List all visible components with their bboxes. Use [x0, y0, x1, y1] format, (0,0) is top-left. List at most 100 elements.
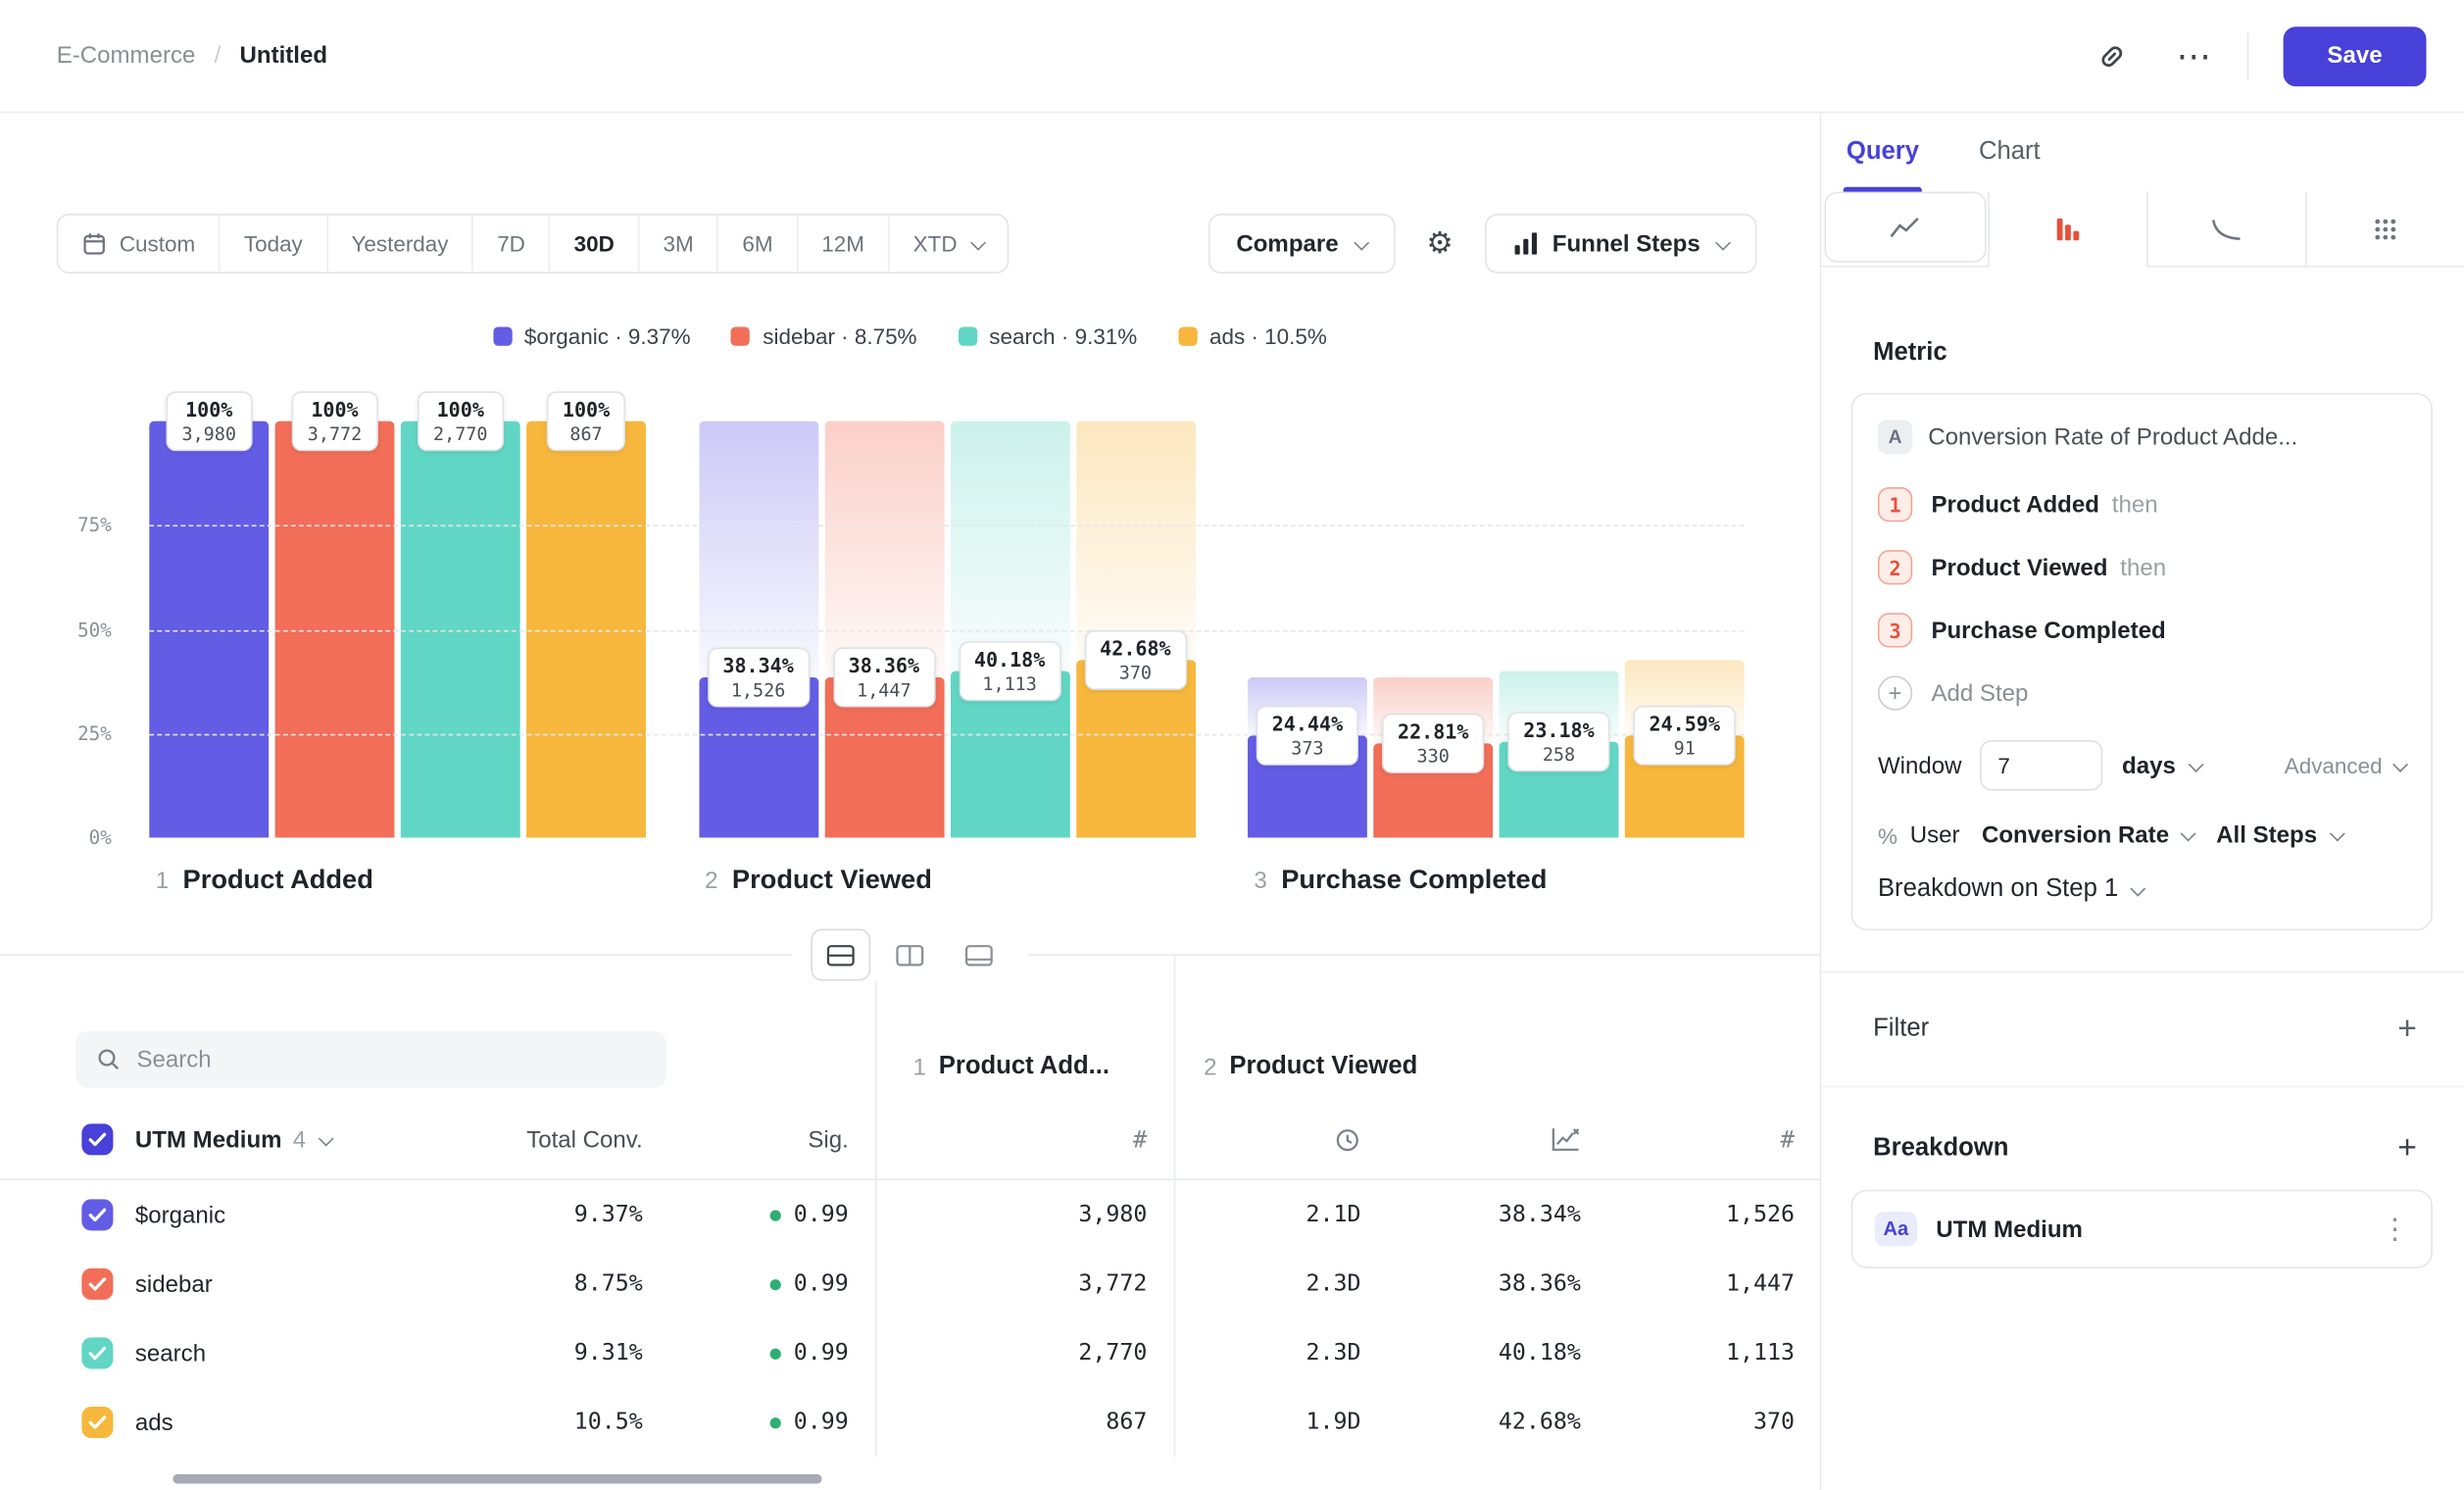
search-box[interactable] — [74, 1030, 666, 1088]
breakdown-table: 1 Product Add... 2 Product Viewed UTM Me… — [0, 955, 1820, 1458]
legend-item-organic[interactable]: $organic · 9.37% — [492, 323, 691, 349]
funnel-bar-value-label: 100% 3,980 — [166, 391, 253, 452]
funnel-bar-sidebar[interactable]: 22.81% 330 — [1373, 422, 1494, 838]
kebab-menu-icon[interactable]: ⋮ — [2380, 1212, 2409, 1245]
horizontal-scrollbar[interactable] — [172, 1473, 822, 1484]
add-step-button[interactable]: + Add Step — [1877, 662, 2406, 731]
table-header-step1-count[interactable]: # — [875, 1100, 1174, 1181]
select-all-checkbox[interactable] — [81, 1123, 114, 1156]
funnel-bar-organic[interactable]: 38.34% 1,526 — [698, 421, 818, 838]
breadcrumb-project[interactable]: E-Commerce — [56, 42, 196, 70]
table-header-step2-count[interactable]: # — [1580, 1100, 1820, 1181]
step2-conversion-cell: 38.36% — [1498, 1271, 1581, 1297]
row-checkbox[interactable] — [81, 1406, 114, 1439]
metric-step-1[interactable]: 1 Product Added then — [1877, 473, 2406, 536]
row-checkbox[interactable] — [81, 1337, 114, 1369]
add-breakdown-button[interactable]: + — [2397, 1129, 2417, 1167]
row-checkbox[interactable] — [81, 1267, 114, 1300]
funnel-bar-organic[interactable]: 24.44% 373 — [1248, 422, 1367, 838]
date-range-7d[interactable]: 7D — [473, 215, 551, 273]
metric-step-3[interactable]: 3 Purchase Completed — [1877, 599, 2406, 662]
step2-count-cell: 1,113 — [1725, 1340, 1795, 1366]
breakdown-section: Breakdown + — [1821, 1131, 2464, 1165]
search-icon — [96, 1047, 122, 1072]
date-range-3m[interactable]: 3M — [639, 215, 719, 273]
view-toggle-split-horizontal[interactable] — [811, 928, 871, 981]
table-row-label-cell: $organic — [0, 1180, 453, 1250]
share-link-icon[interactable] — [2084, 27, 2141, 84]
panel-divider — [1821, 970, 2464, 973]
chart-type-retention[interactable] — [2146, 191, 2306, 266]
view-toggle-bottom-panel[interactable] — [949, 928, 1010, 981]
funnel-bar-value-label: 24.59% 91 — [1633, 705, 1736, 766]
funnel-bar-tint — [823, 421, 944, 678]
advanced-toggle[interactable]: Advanced — [2285, 753, 2408, 778]
chart-type-button[interactable]: Funnel Steps — [1484, 214, 1757, 273]
row-label: $organic — [134, 1201, 226, 1228]
legend-item-search[interactable]: search · 9.31% — [958, 323, 1137, 349]
table-header-conversion[interactable] — [1360, 1100, 1581, 1181]
chart-type-line[interactable] — [1824, 191, 1986, 263]
filter-section: Filter + — [1821, 1013, 2464, 1046]
funnel-bar-search[interactable]: 23.18% 258 — [1499, 422, 1619, 838]
more-options-icon[interactable]: ⋯ — [2176, 35, 2211, 75]
view-toggles — [792, 928, 1028, 981]
date-range-6m[interactable]: 6M — [718, 215, 799, 273]
search-input[interactable] — [136, 1045, 646, 1073]
breakdown-column-label[interactable]: UTM Medium — [134, 1125, 282, 1154]
funnel-step-label: 1 Product Added — [155, 864, 373, 895]
tab-chart[interactable]: Chart — [1978, 138, 2041, 166]
metric-title[interactable]: Conversion Rate of Product Adde... — [1928, 423, 2298, 451]
funnel-bar-value-label: 100% 2,770 — [417, 391, 504, 452]
table-header-total-conv[interactable]: Total Conv. — [452, 1100, 643, 1181]
metric-heading: Metric — [1873, 339, 1947, 367]
date-range-yesterday[interactable]: Yesterday — [327, 215, 474, 273]
scope-select[interactable]: All Steps — [2216, 822, 2345, 849]
significance-cell: 0.99 — [643, 1180, 849, 1250]
funnel-bar-value-label: 24.44% 373 — [1256, 706, 1359, 767]
chart-type-funnel[interactable] — [1987, 191, 2148, 268]
legend-label: $organic · 9.37% — [523, 323, 691, 349]
legend-item-sidebar[interactable]: sidebar · 8.75% — [731, 323, 917, 349]
funnel-step-group-2: 38.34% 1,526 38.36% 1,447 40.18% 1,113 42.68% 3… — [698, 421, 1196, 838]
table-header-median-time[interactable] — [1173, 1100, 1361, 1181]
date-range-30d[interactable]: 30D — [551, 215, 640, 273]
measure-select[interactable]: Conversion Rate — [1982, 822, 2197, 849]
funnel-bar-sidebar[interactable]: 38.36% 1,447 — [823, 421, 944, 838]
chevron-down-icon — [1353, 233, 1369, 250]
window-value-input[interactable] — [1980, 740, 2103, 791]
legend-swatch — [492, 326, 513, 346]
breakdown-item[interactable]: Aa UTM Medium ⋮ — [1850, 1189, 2433, 1268]
significance-cell: 0.99 — [643, 1250, 849, 1319]
view-toggle-split-vertical[interactable] — [879, 928, 940, 981]
chevron-down-icon[interactable] — [318, 1129, 334, 1146]
tab-query[interactable]: Query — [1843, 113, 1923, 192]
date-range-today[interactable]: Today — [221, 215, 328, 273]
chart-type-more[interactable] — [2304, 191, 2464, 266]
table-group-header-step1: 1 Product Add... — [875, 955, 1174, 1101]
breakdown-on-step-select[interactable]: Breakdown on Step 1 — [1878, 875, 2146, 904]
significance-cell: 0.99 — [643, 1318, 849, 1388]
metric-steps: 1 Product Added then 2 Product Viewed then 3 Pu… — [1877, 473, 2406, 662]
measured-entity[interactable]: User — [1909, 821, 1960, 849]
add-filter-button[interactable]: + — [2397, 1010, 2417, 1047]
table-header-sig[interactable]: Sig. — [642, 1100, 849, 1181]
legend-item-ads[interactable]: ads · 10.5% — [1177, 323, 1327, 349]
save-button[interactable]: Save — [2283, 25, 2427, 86]
funnel-bar-ads[interactable]: 24.59% 91 — [1624, 422, 1745, 838]
date-range-12m[interactable]: 12M — [798, 215, 890, 273]
date-range-custom[interactable]: Custom — [58, 215, 221, 273]
funnel-bar-search[interactable]: 40.18% 1,113 — [950, 421, 1070, 838]
funnel-bar-value-label: 40.18% 1,113 — [958, 640, 1061, 701]
chevron-down-icon — [2392, 756, 2408, 772]
date-range-xtd[interactable]: XTD — [890, 216, 1008, 273]
window-unit-select[interactable]: days — [2122, 752, 2203, 778]
row-checkbox[interactable] — [81, 1199, 114, 1231]
metric-step-2[interactable]: 2 Product Viewed then — [1877, 536, 2406, 599]
compare-button[interactable]: Compare — [1207, 214, 1396, 273]
gear-icon[interactable]: ⚙ — [1426, 226, 1454, 261]
breadcrumb: E-Commerce / Untitled — [57, 42, 327, 69]
median-time-cell: 1.9D — [1173, 1387, 1360, 1458]
funnel-bar-ads[interactable]: 42.68% 370 — [1075, 421, 1196, 838]
step1-count-cell: 3,980 — [875, 1180, 1174, 1250]
